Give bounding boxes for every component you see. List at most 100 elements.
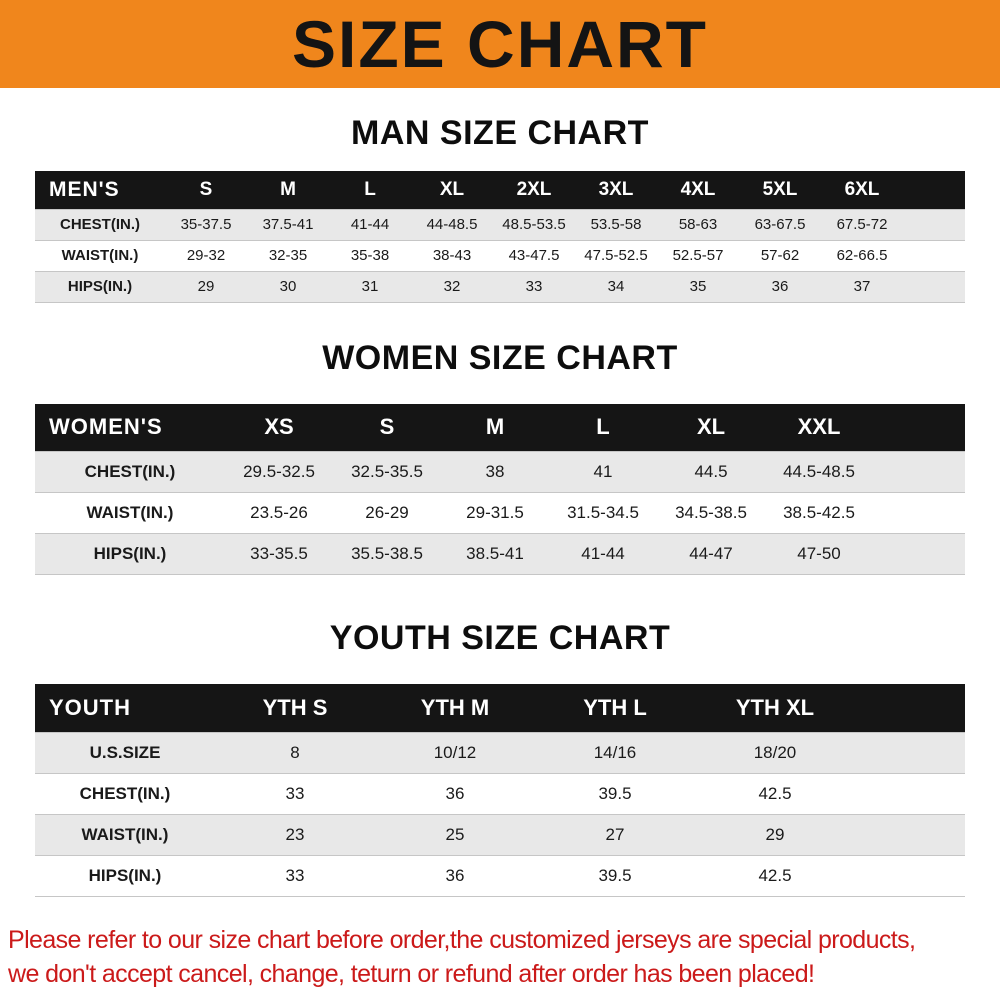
youth-section-heading: YOUTH SIZE CHART [329,619,671,657]
size-column-header: 2XL [493,171,575,209]
size-value: 41-44 [329,208,411,240]
men-size-section: MAN SIZE CHART MEN'S S M L XL 2XL 3XL 4XL 5XL 6XL… [0,114,1000,303]
banner-title: SIZE CHART [292,7,708,81]
header-filler-cell [903,171,965,209]
size-value: 35-37.5 [165,208,247,240]
table-corner-label: YOUTH [35,684,215,732]
size-column-header: L [329,171,411,209]
youth-size-section: YOUTH SIZE CHART YOUTH YTH S YTH M YTH L YTH… [0,619,1000,897]
row-filler-cell [855,772,965,814]
row-filler-cell [903,208,965,240]
size-value: 39.5 [535,854,695,896]
row-filler-cell [873,533,965,575]
size-value: 62-66.5 [821,239,903,271]
size-value: 38-43 [411,239,493,271]
row-label: WAIST(IN.) [35,492,225,534]
size-value: 57-62 [739,239,821,271]
size-chart-banner: SIZE CHART [0,0,1000,88]
size-value: 32.5-35.5 [333,451,441,493]
row-label: WAIST(IN.) [35,239,165,271]
size-value: 44-48.5 [411,208,493,240]
size-column-header: XS [225,403,333,452]
header-filler-cell [855,684,965,732]
size-column-header: M [441,403,549,452]
size-column-header: M [247,171,329,209]
table-row: WAIST(IN.) 23.5-26 26-29 29-31.5 31.5-34.5 34… [35,492,965,534]
size-value: 29.5-32.5 [225,451,333,493]
size-value: 29 [695,813,855,855]
size-value: 34 [575,270,657,302]
size-value: 35 [657,270,739,302]
size-column-header: YTH M [375,684,535,732]
size-column-header: XXL [765,403,873,452]
size-value: 18/20 [695,731,855,773]
table-row: HIPS(IN.) 33 36 39.5 42.5 [35,854,965,896]
row-label: CHEST(IN.) [35,208,165,240]
table-corner-label: MEN'S [35,171,165,209]
size-value: 29 [165,270,247,302]
row-label: U.S.SIZE [35,731,215,773]
size-column-header: L [549,403,657,452]
size-value: 33 [215,854,375,896]
size-value: 29-32 [165,239,247,271]
table-row: WAIST(IN.) 29-32 32-35 35-38 38-43 43-47.5 47.… [35,239,965,271]
size-value: 41-44 [549,533,657,575]
row-label: CHEST(IN.) [35,451,225,493]
row-filler-cell [855,813,965,855]
women-table-header-row: WOMEN'S XS S M L XL XXL [35,403,965,452]
row-filler-cell [855,731,965,773]
size-value: 14/16 [535,731,695,773]
size-value: 33 [215,772,375,814]
size-column-header: YTH XL [695,684,855,732]
size-value: 37.5-41 [247,208,329,240]
size-value: 31 [329,270,411,302]
size-value: 48.5-53.5 [493,208,575,240]
size-value: 44.5-48.5 [765,451,873,493]
size-value: 38 [441,451,549,493]
size-value: 32 [411,270,493,302]
header-filler-cell [873,403,965,452]
size-column-header: 3XL [575,171,657,209]
size-value: 36 [375,772,535,814]
size-value: 37 [821,270,903,302]
size-value: 25 [375,813,535,855]
size-value: 38.5-41 [441,533,549,575]
size-column-header: 6XL [821,171,903,209]
row-filler-cell [903,239,965,271]
table-row: HIPS(IN.) 33-35.5 35.5-38.5 38.5-41 41-44 44-… [35,533,965,575]
youth-table-header-row: YOUTH YTH S YTH M YTH L YTH XL [35,684,965,732]
row-filler-cell [873,451,965,493]
row-label: HIPS(IN.) [35,854,215,896]
size-value: 8 [215,731,375,773]
size-column-header: 4XL [657,171,739,209]
size-value: 27 [535,813,695,855]
size-value: 23 [215,813,375,855]
size-value: 67.5-72 [821,208,903,240]
size-value: 31.5-34.5 [549,492,657,534]
table-row: CHEST(IN.) 35-37.5 37.5-41 41-44 44-48.5 48.5… [35,208,965,240]
table-row: WAIST(IN.) 23 25 27 29 [35,813,965,855]
size-value: 26-29 [333,492,441,534]
size-value: 41 [549,451,657,493]
size-value: 35.5-38.5 [333,533,441,575]
size-value: 36 [739,270,821,302]
table-row: CHEST(IN.) 33 36 39.5 42.5 [35,772,965,814]
women-size-table: WOMEN'S XS S M L XL XXL CHEST(IN.) 29.5-32.5 32.… [35,403,965,575]
row-filler-cell [855,854,965,896]
size-value: 44-47 [657,533,765,575]
size-value: 52.5-57 [657,239,739,271]
size-value: 53.5-58 [575,208,657,240]
size-value: 34.5-38.5 [657,492,765,534]
size-value: 38.5-42.5 [765,492,873,534]
size-value: 44.5 [657,451,765,493]
size-value: 23.5-26 [225,492,333,534]
size-column-header: XL [657,403,765,452]
size-column-header: S [333,403,441,452]
size-value: 39.5 [535,772,695,814]
size-column-header: YTH S [215,684,375,732]
table-row: U.S.SIZE 8 10/12 14/16 18/20 [35,731,965,773]
row-label: WAIST(IN.) [35,813,215,855]
size-value: 58-63 [657,208,739,240]
table-row: HIPS(IN.) 29 30 31 32 33 34 35 36 37 [35,270,965,302]
size-value: 42.5 [695,854,855,896]
